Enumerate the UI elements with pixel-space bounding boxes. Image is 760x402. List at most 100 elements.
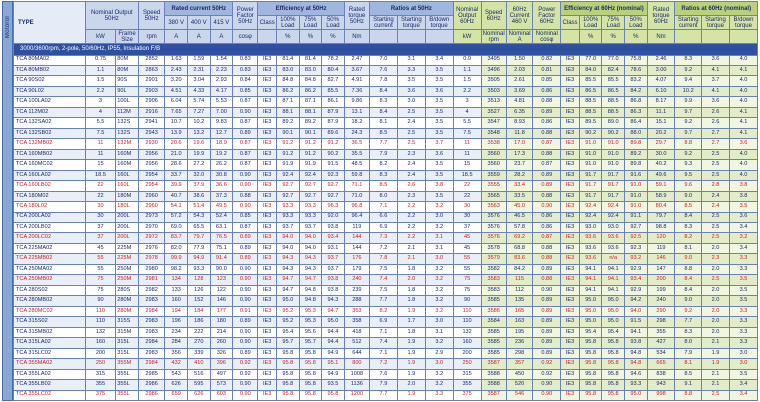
table-cell: 239	[343, 284, 371, 297]
motor-type-cell: TCA 112M02	[13, 106, 86, 119]
table-cell: 93.8	[321, 284, 345, 297]
table-cell: 7.1	[369, 326, 398, 339]
table-cell: 3548	[480, 127, 507, 140]
table-cell: 22	[84, 180, 117, 192]
table-cell: 0.89	[532, 263, 562, 276]
table-cell: 19.9	[186, 148, 211, 161]
header-rated-torque-60: Rated torque 60Hz	[646, 1, 676, 30]
motor-type-cell: TCA 180L02	[13, 201, 86, 213]
table-cell: 194	[164, 305, 188, 318]
table-cell: 0.92	[532, 368, 562, 381]
table-cell: 15	[452, 159, 482, 171]
table-cell: IE3	[257, 232, 277, 244]
table-cell: 0.88	[532, 190, 562, 203]
table-cell: 0.92	[532, 358, 562, 370]
table-cell: 163	[505, 316, 534, 328]
motor-type-cell: TCA 225MA02	[13, 242, 86, 255]
table-cell: 1.9	[701, 347, 730, 360]
table-row: TCA 132SA02 5.5 132S 2941 10.7 10.2 9.83 0.87 IE…	[13, 117, 759, 129]
table-cell: 353	[343, 305, 371, 318]
table-cell: 65.5	[186, 221, 211, 234]
table-cell: 152	[186, 295, 211, 307]
table-cell: 2.31	[186, 64, 211, 77]
table-cell: 2.5	[396, 127, 426, 140]
table-cell: 91.7	[578, 169, 603, 182]
table-cell: 3.5	[728, 295, 759, 307]
table-cell: 83.2	[624, 75, 648, 87]
table-cell: 2.6	[701, 117, 730, 129]
table-cell: 95.3	[298, 316, 323, 328]
table-cell: 3588	[480, 379, 507, 391]
table-cell: 89.0	[601, 117, 625, 129]
table-cell: 71.1	[343, 180, 371, 192]
table-cell: 0.83	[232, 64, 259, 77]
table-cell: 81.4	[298, 54, 323, 66]
table-cell: 7.1	[369, 347, 398, 360]
motor-type-cell: TCA 355LC02	[13, 389, 86, 401]
table-cell: 89.6	[321, 127, 345, 140]
table-cell: 24.3	[343, 127, 371, 140]
table-cell: 160L	[115, 180, 139, 192]
table-cell: 3.2	[424, 274, 454, 286]
table-cell: 1.8	[396, 295, 426, 307]
table-cell: 91.5	[321, 159, 345, 171]
table-cell: 0.89	[532, 295, 562, 307]
table-row: TCA 280MC02 110 280M 2984 194 184 177 0.91 IE3 95…	[13, 305, 759, 318]
table-cell: 3.2	[728, 232, 759, 244]
table-cell: 92.7	[276, 180, 300, 192]
table-cell: 93.8	[624, 337, 648, 349]
table-cell: 95.8	[276, 358, 300, 370]
table-cell: 92.7	[276, 190, 300, 203]
table-cell: 3.6	[701, 54, 730, 66]
header-power-factor-60: Power Factor 60Hz	[532, 1, 562, 30]
table-cell: 2.5	[396, 138, 426, 150]
table-cell: 86.1	[321, 96, 345, 108]
table-row: TCA 355LB02 355 355L 2986 626 595 573 0.90 IE3 95…	[13, 379, 759, 391]
table-row: TCA 200LA02 30 200L 2973 57.2 54.3 52.4 0.85 IE3…	[13, 211, 759, 224]
table-cell: 3.5	[728, 368, 759, 381]
table-cell: 0.85	[232, 85, 259, 98]
table-cell: 8.4	[674, 274, 703, 286]
table-cell: 234	[164, 326, 188, 339]
table-cell: IE3	[257, 159, 277, 171]
table-cell: 3.2	[424, 201, 454, 213]
table-cell: 91.0	[624, 201, 648, 213]
table-cell: 298	[505, 347, 534, 360]
table-cell: 93.4	[624, 274, 648, 286]
header-blank-r2-60	[701, 29, 730, 44]
table-cell: 8.4	[674, 284, 703, 297]
table-cell: 0.87	[232, 159, 259, 171]
table-cell: 95.8	[276, 379, 300, 391]
table-cell: 355L	[115, 368, 139, 381]
header-blank-r3-60	[728, 29, 759, 44]
table-cell: 4.0	[728, 159, 759, 171]
table-cell: IE3	[257, 54, 277, 66]
table-cell: 0.92	[232, 368, 259, 381]
table-cell: 497	[209, 368, 234, 381]
header-starting-current: Starting current	[369, 15, 398, 30]
table-cell: 8.4	[674, 211, 703, 224]
table-cell: IE3	[560, 138, 580, 150]
header-unit-pct3-60: %	[624, 29, 648, 44]
table-cell: 3560	[480, 159, 507, 171]
table-cell: 10.2	[674, 85, 703, 98]
table-cell: 55	[452, 263, 482, 276]
table-cell: 93.7	[321, 263, 345, 276]
table-cell: 5.5	[84, 117, 117, 129]
table-cell: 315L	[115, 347, 139, 360]
table-cell: 0.86	[532, 85, 562, 98]
table-cell: 95.0	[601, 316, 625, 328]
table-cell: 3555	[480, 180, 507, 192]
table-cell: 90.0	[209, 263, 234, 276]
header-blank-class	[257, 29, 277, 44]
table-cell: 3.3	[396, 64, 426, 77]
table-cell: 93.3	[298, 211, 323, 224]
table-cell: 3585	[480, 347, 507, 360]
table-cell: 315	[84, 368, 117, 381]
table-cell: 0.89	[532, 106, 562, 119]
table-cell: 95.8	[276, 368, 300, 381]
table-cell: 3.6	[396, 85, 426, 98]
table-cell: 2.0	[701, 295, 730, 307]
table-cell: 1.9	[396, 389, 426, 401]
table-cell: 94.3	[276, 253, 300, 265]
